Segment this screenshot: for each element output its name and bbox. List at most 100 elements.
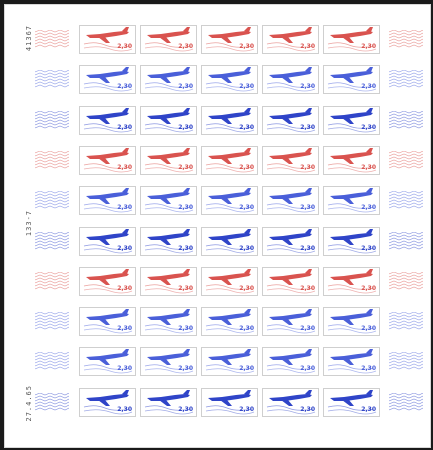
stamp: 2,30 xyxy=(262,146,319,175)
stamp: 2,30 xyxy=(79,146,136,175)
jet-airplane-icon xyxy=(266,309,316,334)
stamp-value: 2,30 xyxy=(300,43,315,50)
stamp: 2,30 xyxy=(79,347,136,376)
stamp: 2,30 xyxy=(140,106,197,135)
jet-airplane-icon xyxy=(266,188,316,213)
jet-airplane-icon xyxy=(205,349,255,374)
jet-airplane-icon xyxy=(266,108,316,133)
stamp-value: 2,30 xyxy=(117,406,132,413)
stamp-value: 2,30 xyxy=(117,285,132,292)
stamp-value: 2,30 xyxy=(178,365,193,372)
stamp-value: 2,30 xyxy=(239,406,254,413)
stamp-value: 2,30 xyxy=(117,124,132,131)
right-margin-pattern xyxy=(389,232,423,252)
stamp-value: 2,30 xyxy=(300,124,315,131)
right-margin-pattern xyxy=(389,30,423,50)
stamp-value: 2,30 xyxy=(178,204,193,211)
jet-airplane-icon xyxy=(144,229,194,254)
stamp-value: 2,30 xyxy=(117,245,132,252)
stamp-value: 2,30 xyxy=(300,164,315,171)
stamp: 2,30 xyxy=(140,388,197,417)
stamp-value: 2,30 xyxy=(300,325,315,332)
stamp: 2,30 xyxy=(262,267,319,296)
stamp-value: 2,30 xyxy=(300,365,315,372)
stamp-value: 2,30 xyxy=(300,245,315,252)
stamp: 2,30 xyxy=(201,307,258,336)
left-margin-pattern xyxy=(35,232,69,252)
jet-airplane-icon xyxy=(205,269,255,294)
jet-airplane-icon xyxy=(266,229,316,254)
right-margin-pattern xyxy=(389,352,423,372)
stamp: 2,30 xyxy=(201,186,258,215)
jet-airplane-icon xyxy=(144,67,194,92)
stamp-value: 2,30 xyxy=(117,365,132,372)
stamp-value: 2,30 xyxy=(361,124,376,131)
left-margin-pattern xyxy=(35,70,69,90)
stamp-value: 2,30 xyxy=(361,365,376,372)
stamp-value: 2,30 xyxy=(361,285,376,292)
jet-airplane-icon xyxy=(205,390,255,415)
stamp: 2,30 xyxy=(79,106,136,135)
jet-airplane-icon xyxy=(205,309,255,334)
stamp-value: 2,30 xyxy=(239,325,254,332)
left-margin-pattern xyxy=(35,352,69,372)
stamp: 2,30 xyxy=(140,267,197,296)
stamp-value: 2,30 xyxy=(361,406,376,413)
jet-airplane-icon xyxy=(144,27,194,52)
jet-airplane-icon xyxy=(144,269,194,294)
stamp: 2,30 xyxy=(79,65,136,94)
stamp-value: 2,30 xyxy=(361,245,376,252)
jet-airplane-icon xyxy=(83,67,133,92)
stamp-value: 2,30 xyxy=(239,83,254,90)
jet-airplane-icon xyxy=(327,269,377,294)
jet-airplane-icon xyxy=(205,188,255,213)
stamp-value: 2,30 xyxy=(239,124,254,131)
right-margin-pattern xyxy=(389,111,423,131)
stamp: 2,30 xyxy=(79,307,136,336)
stamp: 2,30 xyxy=(262,186,319,215)
stamp-value: 2,30 xyxy=(239,365,254,372)
stamp-value: 2,30 xyxy=(361,83,376,90)
left-margin-pattern xyxy=(35,191,69,211)
jet-airplane-icon xyxy=(83,269,133,294)
right-margin-pattern xyxy=(389,393,423,413)
stamp-value: 2,30 xyxy=(239,285,254,292)
stamp-value: 2,30 xyxy=(178,406,193,413)
stamp: 2,30 xyxy=(262,388,319,417)
stamp-value: 2,30 xyxy=(361,204,376,211)
jet-airplane-icon xyxy=(144,188,194,213)
stamp: 2,30 xyxy=(323,186,380,215)
stamp-value: 2,30 xyxy=(239,245,254,252)
stamp: 2,30 xyxy=(140,65,197,94)
left-margin-pattern xyxy=(35,272,69,292)
stamp: 2,30 xyxy=(323,106,380,135)
jet-airplane-icon xyxy=(327,188,377,213)
stamp-value: 2,30 xyxy=(178,124,193,131)
jet-airplane-icon xyxy=(327,229,377,254)
stamp: 2,30 xyxy=(201,267,258,296)
stamp: 2,30 xyxy=(262,347,319,376)
jet-airplane-icon xyxy=(205,67,255,92)
jet-airplane-icon xyxy=(266,148,316,173)
stamp: 2,30 xyxy=(201,106,258,135)
jet-airplane-icon xyxy=(327,67,377,92)
stamp: 2,30 xyxy=(201,25,258,54)
stamp-value: 2,30 xyxy=(361,164,376,171)
jet-airplane-icon xyxy=(83,390,133,415)
stamp: 2,30 xyxy=(201,388,258,417)
jet-airplane-icon xyxy=(144,349,194,374)
jet-airplane-icon xyxy=(266,27,316,52)
stamp-value: 2,30 xyxy=(239,204,254,211)
stamp: 2,30 xyxy=(201,227,258,256)
right-margin-pattern xyxy=(389,151,423,171)
left-margin-pattern xyxy=(35,30,69,50)
stamp: 2,30 xyxy=(140,186,197,215)
stamp-value: 2,30 xyxy=(300,83,315,90)
stamp: 2,30 xyxy=(201,347,258,376)
jet-airplane-icon xyxy=(83,108,133,133)
stamp-value: 2,30 xyxy=(300,204,315,211)
print-date: 27.4.65 xyxy=(25,385,33,422)
stamp-sheet: 41367 133-7 27.4.65 2,30 2,30 2,30 2,30 2,30… xyxy=(4,4,431,448)
jet-airplane-icon xyxy=(327,108,377,133)
stamp: 2,30 xyxy=(323,347,380,376)
